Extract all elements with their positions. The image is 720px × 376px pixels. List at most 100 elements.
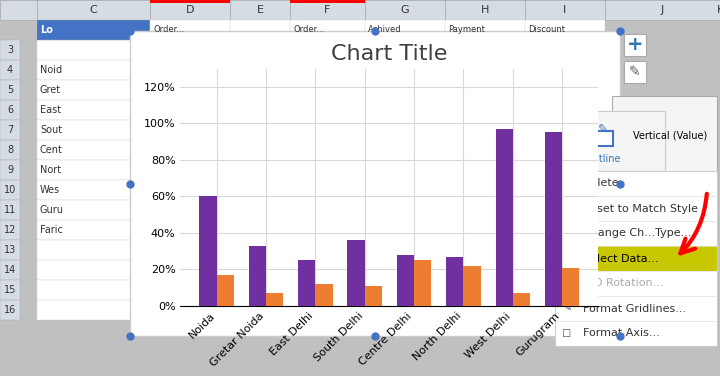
Bar [298,260,315,306]
Bar [414,260,431,306]
Text: 5: 5 [7,85,13,95]
Bar [525,0,605,20]
Text: Guru: Guru [40,205,64,215]
Text: Format Axis...: Format Axis... [583,329,660,338]
Bar [445,20,525,40]
Bar [365,286,382,306]
Bar [37,260,150,280]
Bar [199,196,217,306]
Bar [365,20,445,40]
Text: 15: 15 [4,285,16,295]
Text: 10: 10 [4,185,16,195]
Text: 6: 6 [7,105,13,115]
Bar [0,280,20,300]
Bar [397,255,414,306]
Text: I: I [563,5,567,15]
Bar [150,0,230,20]
Text: Cent: Cent [40,145,63,155]
Bar [0,200,20,220]
Bar [37,60,150,80]
Text: Order...: Order... [293,26,324,35]
Bar [230,0,290,20]
Text: Change Ch...Type...: Change Ch...Type... [583,229,691,238]
FancyArrowPatch shape [680,194,707,253]
Bar [0,300,20,320]
Bar [365,0,445,20]
Text: ✎: ✎ [598,123,608,135]
Bar [37,240,150,260]
Bar [624,34,646,56]
Text: 14: 14 [4,265,16,275]
Text: Select Data...: Select Data... [583,253,659,264]
Text: Vertical (Value): Vertical (Value) [633,131,707,141]
Bar [290,0,365,3]
Text: Lo: Lo [40,25,53,35]
Text: Payment: Payment [448,26,485,35]
Bar [495,129,513,306]
Bar [0,240,20,260]
Bar [555,246,717,271]
Bar [555,111,665,171]
Text: 7: 7 [7,125,13,135]
Bar [562,268,580,306]
Bar [37,180,150,200]
Bar [0,80,20,100]
Text: ×: × [562,179,572,188]
Text: Format Gridlines...: Format Gridlines... [583,303,686,314]
Bar [248,246,266,306]
Bar [37,160,150,180]
Text: Sout: Sout [40,125,62,135]
Text: 3-D Rotation...: 3-D Rotation... [583,279,664,288]
Text: ⊡: ⊡ [562,203,572,214]
Text: J: J [661,5,664,15]
Text: Faric: Faric [40,225,63,235]
Text: 4: 4 [7,65,13,75]
Bar [37,200,150,220]
Text: H: H [481,5,489,15]
Bar [37,0,150,20]
Text: Wes: Wes [40,185,60,195]
Bar [150,0,230,3]
Bar [560,131,580,146]
Bar [0,220,20,240]
Text: C: C [89,5,97,15]
Bar [37,80,150,100]
Text: E: E [256,5,264,15]
Bar [0,60,20,80]
Text: Discount: Discount [528,26,565,35]
Bar [150,20,230,40]
Bar [445,0,525,20]
Text: Reset to Match Style: Reset to Match Style [583,203,698,214]
Bar [605,0,720,20]
Text: ✎: ✎ [629,65,641,79]
Text: Order...: Order... [153,26,184,35]
Text: 9: 9 [7,165,13,175]
Bar [290,0,365,20]
Text: +: + [626,35,643,55]
Bar [0,120,20,140]
Bar [0,0,37,20]
Bar [525,20,605,40]
Text: Fill: Fill [564,154,577,164]
Bar [37,300,150,320]
Bar [0,180,20,200]
Text: Noid: Noid [40,65,62,75]
Text: Nort: Nort [40,165,61,175]
Text: ▦: ▦ [562,229,572,238]
Bar [593,131,613,146]
Text: G: G [401,5,409,15]
Text: 12: 12 [4,225,16,235]
Bar [0,40,20,60]
Bar [446,257,464,306]
Bar [612,96,717,176]
Text: D: D [186,5,194,15]
Title: Chart Title: Chart Title [331,44,448,64]
Text: Achived: Achived [368,26,402,35]
Bar [37,140,150,160]
Text: Outline: Outline [585,154,621,164]
Text: ✎: ✎ [562,303,572,314]
Bar [0,160,20,180]
Text: K: K [716,5,720,15]
Text: East: East [40,105,61,115]
Bar [230,20,290,40]
